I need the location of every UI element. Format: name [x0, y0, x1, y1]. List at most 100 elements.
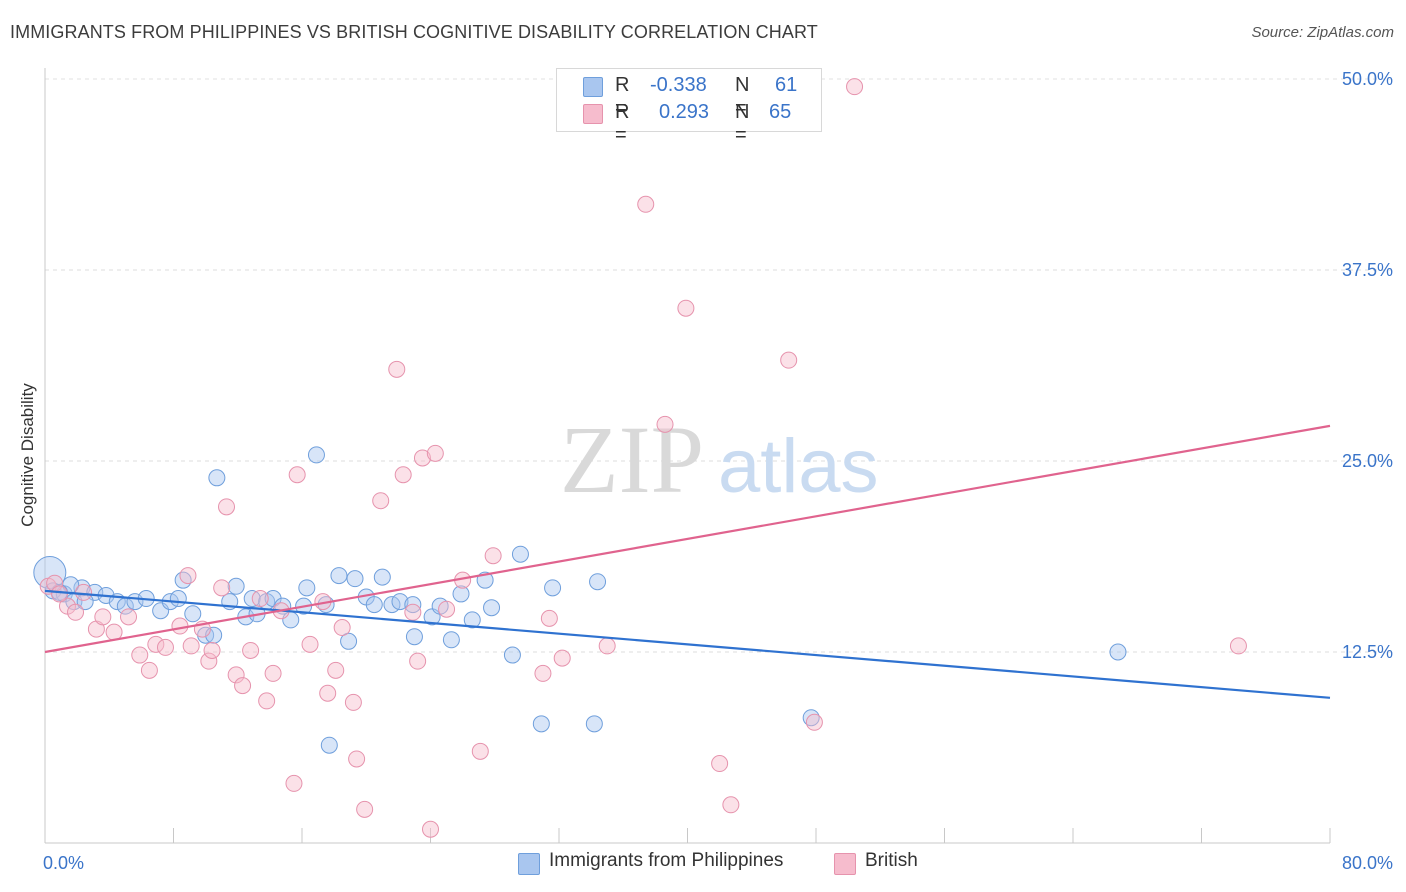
british-point: [120, 608, 138, 626]
philippines-point: [320, 736, 338, 754]
data-points: [33, 78, 1247, 838]
legend-n-value: 61: [775, 74, 798, 96]
british-point: [203, 641, 221, 659]
british-point: [438, 600, 456, 618]
british-point: [288, 466, 306, 484]
british-point: [348, 750, 366, 768]
philippines-point: [1109, 643, 1127, 661]
british-point: [598, 637, 616, 655]
philippines-point: [585, 715, 603, 733]
philippines-point: [346, 570, 364, 588]
legend-r-label: R =: [615, 74, 630, 119]
british-point: [540, 609, 558, 627]
y-tick-label: 25.0%: [1342, 451, 1393, 471]
british-point: [656, 415, 674, 433]
british-point: [722, 796, 740, 814]
british-point: [156, 638, 174, 656]
british-point: [637, 195, 655, 213]
philippines-point: [365, 596, 383, 614]
british-point: [105, 623, 123, 641]
british-point: [242, 641, 260, 659]
philippines-point: [184, 605, 202, 623]
philippines-point: [208, 469, 226, 487]
legend-r-value: -0.338: [650, 74, 707, 96]
chart-title: IMMIGRANTS FROM PHILIPPINES VS BRITISH C…: [10, 22, 818, 42]
british-point: [327, 661, 345, 679]
british-point: [553, 649, 571, 667]
british-point: [413, 449, 431, 467]
philippines-point: [483, 599, 501, 617]
y-axis-label: Cognitive Disability: [18, 383, 37, 527]
legend-n-label: N =: [735, 101, 750, 146]
british-point: [404, 603, 422, 621]
legend-swatch-philippines: [583, 77, 603, 97]
british-point: [426, 444, 444, 462]
british-point: [285, 774, 303, 792]
philippines-point: [452, 585, 470, 603]
philippines-point: [340, 632, 358, 650]
trend-lines: [44, 424, 1331, 699]
philippines-point: [532, 715, 550, 733]
philippines-point: [503, 646, 521, 664]
british-point: [251, 590, 269, 608]
philippines-point: [33, 556, 67, 590]
british-point: [200, 652, 218, 670]
british-point: [179, 567, 197, 585]
bottom-legend-swatch-british: [834, 853, 856, 875]
philippines-point: [174, 571, 192, 589]
philippines-point: [307, 446, 325, 464]
axes: [44, 68, 1331, 844]
x-tick-label: 80.0%: [1342, 853, 1393, 873]
philippines-point: [227, 577, 245, 595]
bottom-legend-philippines: Immigrants from Philippines: [549, 850, 784, 871]
british-point: [344, 693, 362, 711]
british-point: [805, 713, 823, 731]
british-point: [711, 755, 729, 773]
british-point: [227, 666, 245, 684]
british-point: [301, 635, 319, 653]
british-point: [213, 579, 231, 597]
watermark-zip: ZIP: [560, 406, 704, 513]
british-point: [677, 299, 695, 317]
watermark-atlas: atlas: [718, 424, 879, 509]
philippines-point: [298, 579, 316, 597]
british-point: [264, 664, 282, 682]
stats-legend: R = -0.338 N = 61 R = 0.293 N = 65: [556, 68, 822, 146]
british-point: [534, 664, 552, 682]
british-point: [258, 692, 276, 710]
gridlines: [45, 78, 1392, 653]
legend-n-label: N =: [735, 74, 750, 119]
british-point: [394, 466, 412, 484]
philippines-point: [442, 631, 460, 649]
british-point: [484, 547, 502, 565]
british-point: [471, 742, 489, 760]
philippines-trend-line: [44, 589, 1331, 699]
british-point: [319, 684, 337, 702]
british-point: [333, 619, 351, 637]
legend-n-value: 65: [769, 101, 792, 123]
philippines-point: [511, 545, 529, 563]
bottom-legend-british: British: [865, 850, 918, 871]
british-point: [846, 78, 864, 96]
y-tick-label: 37.5%: [1342, 260, 1393, 280]
british-point: [94, 608, 112, 626]
british-point: [1229, 637, 1247, 655]
british-point: [234, 677, 252, 695]
source-label: Source: ZipAtlas.com: [1251, 24, 1394, 41]
philippines-point: [589, 573, 607, 591]
british-point: [140, 661, 158, 679]
y-tick-label: 50.0%: [1342, 69, 1393, 89]
philippines-point: [802, 709, 820, 727]
legend-swatch-british: [583, 104, 603, 124]
philippines-point: [330, 567, 348, 585]
british-point: [182, 637, 200, 655]
philippines-point: [169, 590, 187, 608]
british-point: [356, 800, 374, 818]
british-point: [171, 617, 189, 635]
british-point: [75, 583, 93, 601]
philippines-point: [373, 568, 391, 586]
british-point: [131, 646, 149, 664]
bottom-legend-swatch-philippines: [518, 853, 540, 875]
philippines-point: [544, 579, 562, 597]
